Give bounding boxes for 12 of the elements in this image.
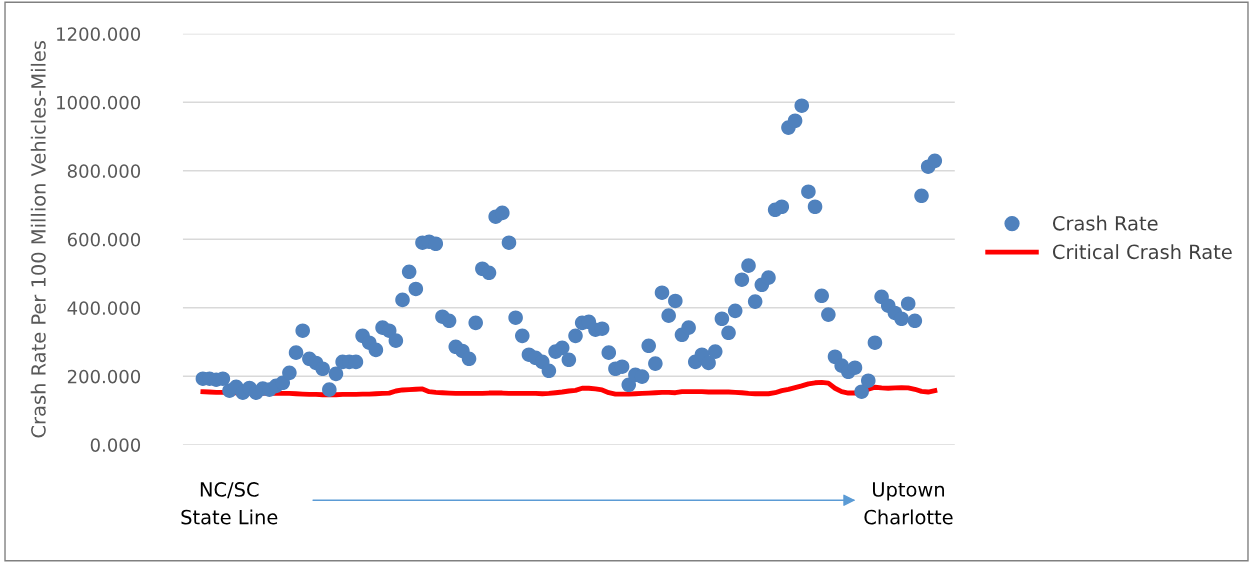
legend-label: Crash Rate [1052, 215, 1158, 231]
text: Uptown Charlotte [864, 482, 953, 525]
y-tick-label: 800.000 [67, 164, 141, 178]
text: NC/SC State Line [181, 482, 278, 525]
y-axis-title: Crash Rate Per 100 Million Vehicles-Miles [30, 40, 46, 438]
y-tick-label: 400.000 [67, 301, 141, 315]
y-tick-label: 1000.000 [57, 95, 141, 110]
legend-label: Critical Crash Rate [1052, 244, 1232, 260]
y-tick-label: 1200.000 [57, 27, 141, 41]
y-tick-label: 200.000 [67, 369, 141, 384]
y-tick-label: 0.000 [90, 438, 141, 452]
y-tick-label: 600.000 [67, 232, 141, 247]
